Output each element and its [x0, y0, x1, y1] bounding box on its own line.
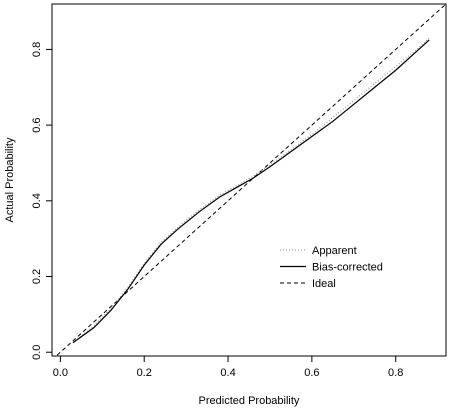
series-line-bias-corrected	[72, 39, 430, 344]
x-axis-title: Predicted Probability	[199, 395, 300, 407]
legend-label: Apparent	[312, 245, 357, 257]
axes-layer: 0.0 0.2 0.4 0.6 0.8 0.0 0.2 0.4 0.6 0.8	[31, 3, 447, 379]
y-tick-label: 0.4	[31, 193, 43, 208]
x-tick-label: 0.4	[220, 367, 235, 379]
y-tick-label: 0.6	[31, 117, 43, 132]
legend: Apparent Bias-corrected Ideal	[280, 245, 383, 290]
y-tick-label: 0.0	[31, 345, 43, 360]
x-tick-label: 0.2	[137, 367, 152, 379]
legend-label: Ideal	[312, 278, 336, 290]
series-line-ideal	[55, 4, 446, 356]
x-tick-label: 0.0	[53, 367, 68, 379]
series-line-apparent	[72, 37, 430, 344]
plot-frame	[51, 3, 447, 357]
x-tick-label: 0.6	[304, 367, 319, 379]
plot-layer	[55, 4, 446, 356]
y-tick-label: 0.8	[31, 42, 43, 57]
y-axis-title: Actual Probability	[4, 137, 16, 222]
y-tick-label: 0.2	[31, 269, 43, 284]
legend-label: Bias-corrected	[312, 262, 383, 274]
x-tick-label: 0.8	[388, 367, 403, 379]
